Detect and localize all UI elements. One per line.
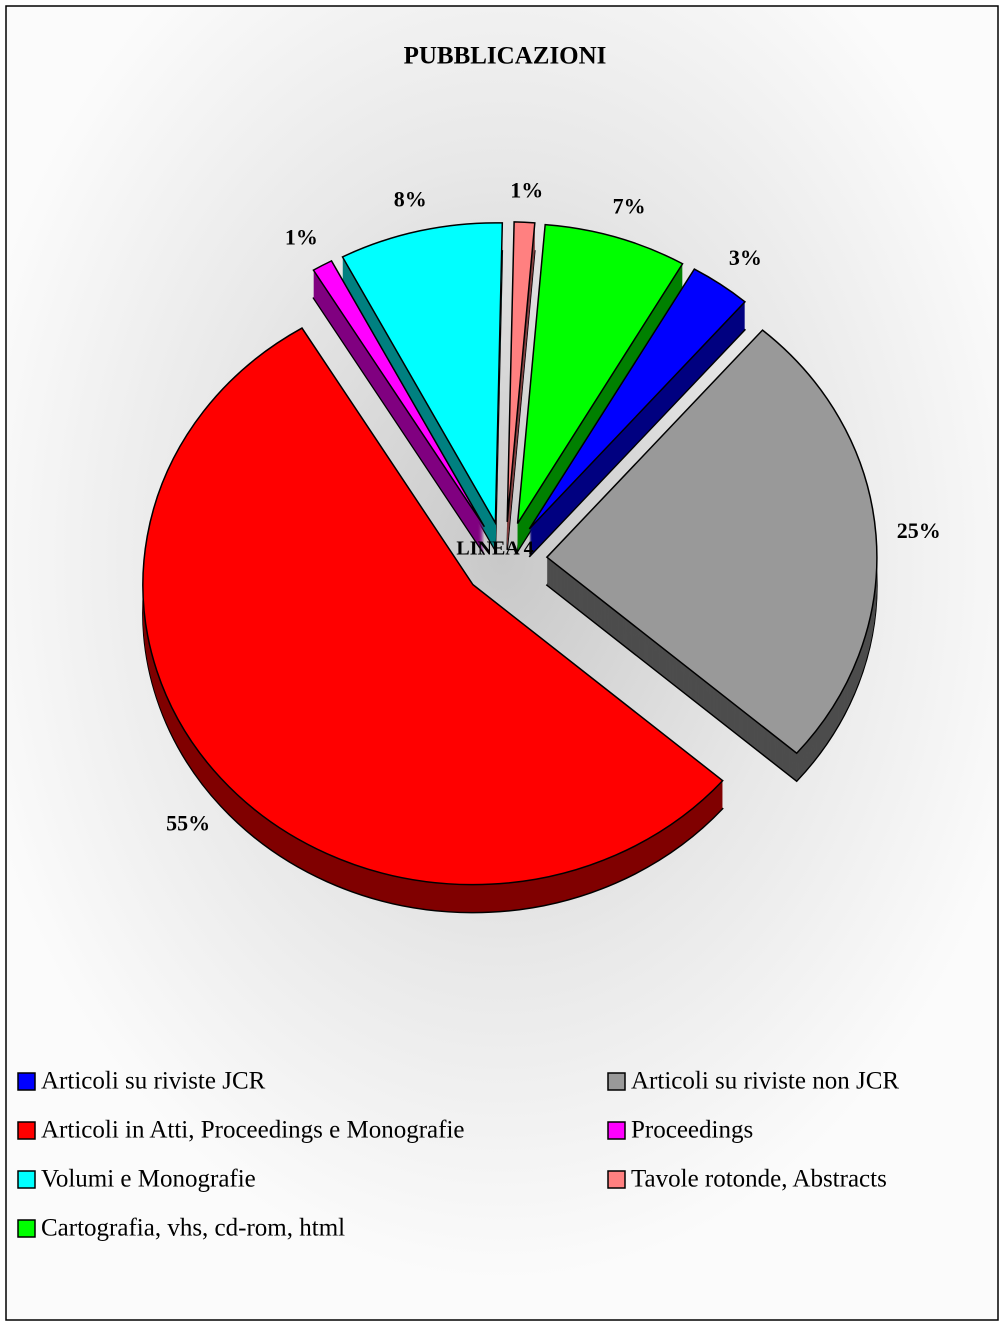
slice xyxy=(528,268,747,530)
legend-label: Cartografia, vhs, cd-rom, html xyxy=(41,1215,345,1242)
slice xyxy=(516,223,684,524)
slice xyxy=(312,259,486,528)
data-label: 25% xyxy=(897,518,941,543)
legend-label: Volumi e Monografie xyxy=(41,1166,256,1193)
annotation: LINEA 4 xyxy=(456,538,533,560)
data-label: 8% xyxy=(394,187,427,212)
legend-label: Tavole rotonde, Abstracts xyxy=(631,1166,887,1193)
legend-swatch xyxy=(17,1072,36,1091)
legend: Articoli su riviste JCR Articoli su rivis… xyxy=(17,1068,899,1242)
legend-label: Articoli su riviste non JCR xyxy=(631,1068,899,1095)
legend-swatch xyxy=(17,1219,36,1238)
legend-swatch xyxy=(17,1121,36,1140)
data-label: 7% xyxy=(613,194,646,219)
pie: 3% 25% 55% 1% 8% 1% 7% xyxy=(142,177,941,914)
legend-swatch xyxy=(607,1072,626,1091)
slice xyxy=(545,329,878,755)
legend-swatch xyxy=(607,1121,626,1140)
legend-label: Articoli in Atti, Proceedings e Monograf… xyxy=(41,1117,465,1144)
slice xyxy=(506,221,536,522)
slice xyxy=(341,222,504,526)
data-label: 55% xyxy=(166,811,210,836)
slice xyxy=(142,327,724,886)
legend-label: Proceedings xyxy=(631,1117,753,1144)
legend-label: Articoli su riviste JCR xyxy=(41,1068,266,1095)
legend-swatch xyxy=(17,1170,36,1189)
data-label: 3% xyxy=(729,245,762,270)
chart-title: PUBBLICAZIONI xyxy=(404,43,607,70)
data-label: 1% xyxy=(285,224,318,249)
legend-swatch xyxy=(607,1170,626,1189)
data-label: 1% xyxy=(510,177,543,202)
